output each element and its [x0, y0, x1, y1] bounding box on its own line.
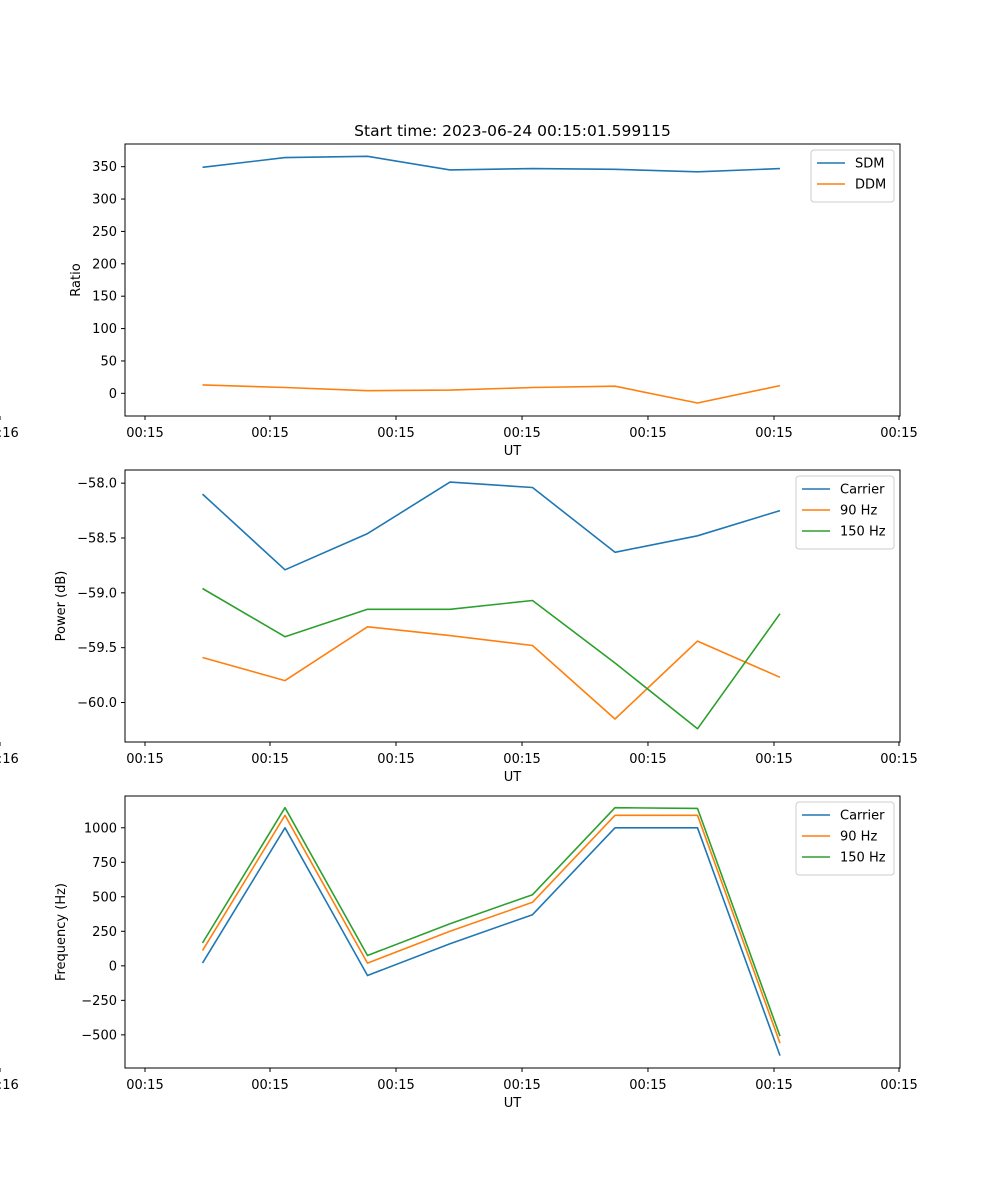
frequency-y-tick-label-3: 250 [92, 925, 117, 940]
frequency-series-line-1 [201, 814, 781, 1044]
frequency-legend-label-1: 90 Hz [840, 830, 877, 845]
ratio-y-axis-label: Ratio [69, 263, 84, 296]
power-legend-label-2: 150 Hz [840, 525, 886, 540]
power-x-tick-label-7: 00:16 [0, 752, 19, 767]
ratio-x-axis-label: UT [504, 444, 522, 459]
figure-title: Start time: 2023-06-24 00:15:01.599115 [354, 122, 671, 140]
frequency-legend-label-2: 150 Hz [840, 851, 886, 866]
frequency-y-tick-label-1: −250 [81, 994, 117, 1009]
frequency-axes-frame [124, 795, 901, 1069]
frequency-y-tick-label-2: 0 [109, 959, 117, 974]
ratio-y-tick-label-4: 200 [92, 257, 117, 272]
power-x-tick-label-4: 00:15 [629, 752, 666, 767]
ratio-series-line-0 [202, 155, 781, 173]
ratio-subplot: Ratio UT 00:15 00:15 00:15 00:15 00:15 00:15 0… [0, 143, 918, 459]
ratio-x-tick-label-3: 00:15 [503, 426, 540, 441]
power-x-tick-label-0: 00:15 [126, 752, 163, 767]
power-legend-label-1: 90 Hz [840, 504, 877, 519]
frequency-y-tick-label-5: 750 [92, 856, 117, 871]
frequency-x-tick-label-0: 00:15 [126, 1078, 163, 1093]
frequency-y-axis-label: Frequency (Hz) [54, 883, 69, 981]
ratio-axes-frame [124, 143, 901, 417]
ratio-y-tick-label-2: 100 [92, 322, 117, 337]
frequency-series-line-2 [201, 806, 781, 1037]
frequency-x-tick-label-3: 00:15 [503, 1078, 540, 1093]
power-x-tick-label-3: 00:15 [503, 752, 540, 767]
ratio-y-tick-label-7: 350 [92, 160, 117, 175]
ratio-x-tick-label-1: 00:15 [251, 426, 288, 441]
frequency-x-tick-label-2: 00:15 [377, 1078, 414, 1093]
frequency-x-tick-label-4: 00:15 [629, 1078, 666, 1093]
ratio-x-tick-label-7: 00:16 [0, 426, 19, 441]
power-x-tick-label-6: 00:15 [880, 752, 917, 767]
frequency-x-axis-label: UT [504, 1096, 522, 1111]
ratio-legend-label-1: DDM [855, 178, 886, 193]
power-y-tick-label-4: −58.0 [77, 477, 117, 492]
power-y-tick-label-0: −60.0 [77, 696, 117, 711]
power-y-tick-label-2: −59.0 [77, 586, 117, 601]
ratio-x-tick-label-4: 00:15 [629, 426, 666, 441]
power-series-line-2 [202, 587, 781, 730]
frequency-subplot: Frequency (Hz) UT 00:15 00:15 00:15 00:15 00… [0, 795, 918, 1111]
ratio-y-tick-label-5: 250 [92, 225, 117, 240]
frequency-x-tick-label-6: 00:15 [880, 1078, 917, 1093]
frequency-series-line-0 [201, 826, 781, 1056]
power-legend-label-0: Carrier [840, 483, 885, 498]
power-x-tick-label-2: 00:15 [377, 752, 414, 767]
power-x-axis-label: UT [504, 770, 522, 785]
ratio-y-tick-label-0: 0 [109, 387, 117, 402]
frequency-y-tick-label-6: 1000 [84, 821, 117, 836]
power-series-line-0 [201, 481, 781, 571]
frequency-x-tick-label-5: 00:15 [755, 1078, 792, 1093]
ratio-legend-label-0: SDM [855, 157, 884, 172]
power-y-tick-label-1: −59.5 [77, 641, 117, 656]
ratio-x-tick-label-0: 00:15 [126, 426, 163, 441]
power-series-line-1 [202, 625, 781, 720]
ratio-y-tick-label-3: 150 [92, 290, 117, 305]
power-x-tick-label-1: 00:15 [251, 752, 288, 767]
ratio-x-tick-label-5: 00:15 [755, 426, 792, 441]
frequency-legend-label-0: Carrier [840, 809, 885, 824]
frequency-y-tick-label-0: −500 [81, 1028, 117, 1043]
ratio-x-tick-label-2: 00:15 [377, 426, 414, 441]
frequency-x-tick-label-7: 00:16 [0, 1078, 19, 1093]
power-y-axis-label: Power (dB) [54, 571, 69, 642]
ratio-series-line-1 [202, 384, 781, 404]
ratio-y-tick-label-6: 300 [92, 193, 117, 208]
power-x-tick-label-5: 00:15 [755, 752, 792, 767]
ratio-x-tick-label-6: 00:15 [880, 426, 917, 441]
power-y-tick-label-3: −58.5 [77, 532, 117, 547]
frequency-x-tick-label-1: 00:15 [251, 1078, 288, 1093]
frequency-y-tick-label-4: 500 [92, 890, 117, 905]
power-axes-frame [124, 469, 901, 743]
ratio-y-tick-label-1: 50 [100, 354, 117, 369]
power-subplot: Power (dB) UT 00:15 00:15 00:15 00:15 00:15 0… [0, 469, 918, 785]
